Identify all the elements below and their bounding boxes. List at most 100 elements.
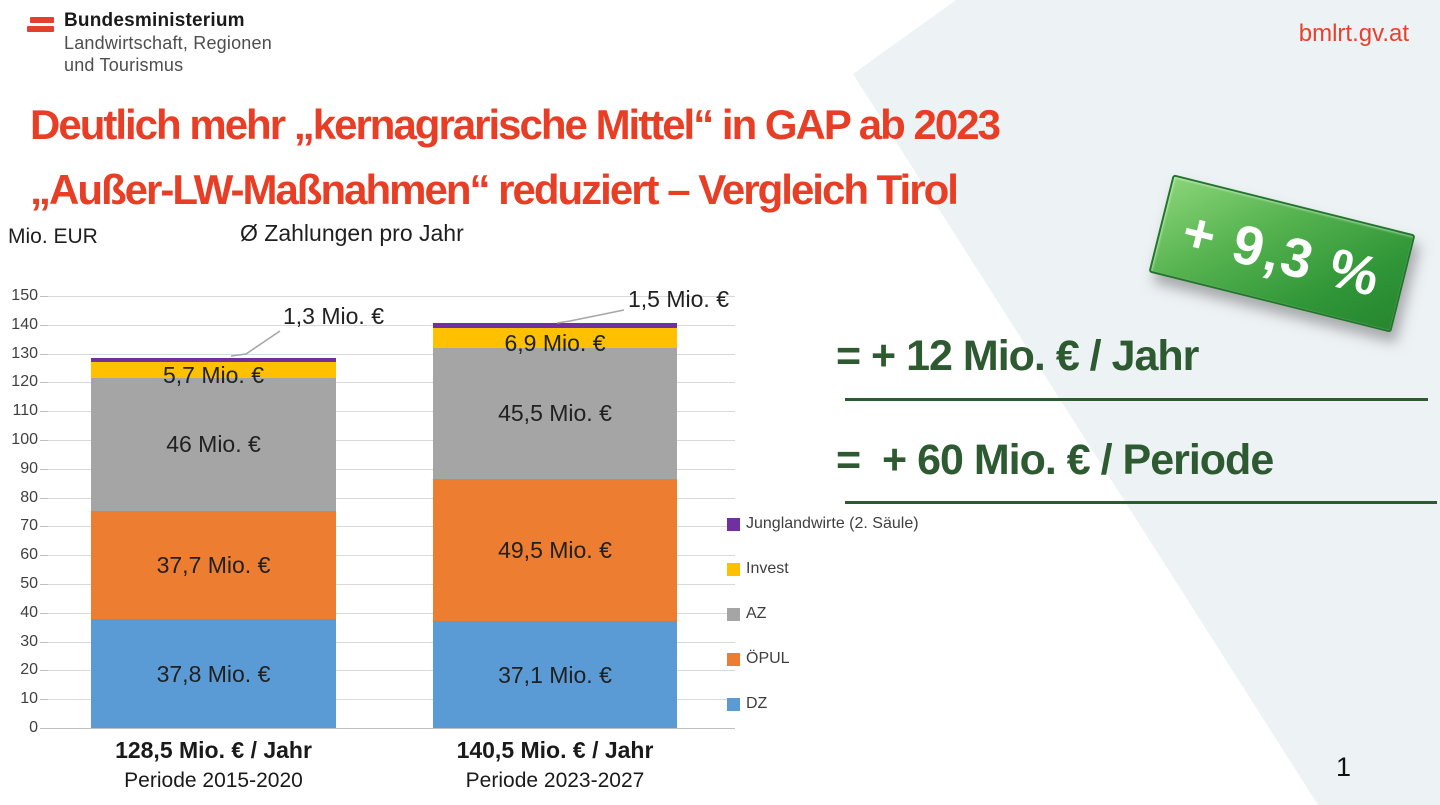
legend-item: DZ — [727, 695, 767, 713]
y-axis-label: 110 — [12, 402, 38, 420]
y-tick-mark — [40, 468, 48, 470]
y-tick-mark — [40, 382, 48, 384]
bar-segment-label: 49,5 Mio. € — [498, 536, 612, 563]
summary-line-1: = + 12 Mio. € / Jahr — [836, 332, 1199, 380]
page-number: 1 — [1336, 752, 1352, 782]
y-grid-line — [48, 296, 735, 297]
chart-unit-label: Mio. EUR — [8, 225, 98, 248]
y-grid-line — [48, 641, 735, 643]
x-axis-label: 128,5 Mio. € / Jahr Periode 2015-2020 — [44, 737, 384, 793]
legend-swatch — [727, 652, 740, 666]
title-line-2: „Außer-LW-Maßnahmen“ reduziert – Verglei… — [30, 166, 959, 213]
y-grid-line — [48, 526, 735, 528]
legend-label: AZ — [746, 605, 767, 622]
y-axis-label: 70 — [20, 517, 38, 535]
bar-segment-label: 5,7 Mio. € — [163, 361, 264, 388]
y-axis-label: 130 — [11, 344, 38, 362]
bar-segment-Invest — [433, 327, 677, 348]
y-tick-mark — [40, 353, 48, 355]
legend-item: Invest — [727, 560, 789, 578]
y-tick-mark — [40, 641, 48, 643]
y-tick-mark — [40, 584, 48, 585]
y-tick-mark — [40, 612, 48, 614]
callout-line — [556, 309, 625, 324]
y-tick-mark — [40, 440, 48, 441]
y-grid-line — [48, 728, 735, 729]
y-axis-label: 80 — [20, 488, 38, 506]
y-axis-label: 40 — [20, 603, 38, 621]
y-grid-line — [48, 440, 735, 441]
bar-segment-AZ — [433, 347, 677, 479]
austria-flag-icon — [27, 15, 54, 37]
bar-segment-ÖPUL — [91, 510, 336, 620]
y-axis-label: 0 — [29, 719, 38, 736]
y-axis-label: 20 — [20, 661, 38, 679]
y-grid-line — [48, 555, 735, 557]
y-tick-mark — [40, 670, 48, 672]
legend-swatch — [727, 607, 740, 621]
legend-label: Junglandwirte (2. Säule) — [746, 515, 919, 532]
callout-label: 1,5 Mio. € — [628, 286, 729, 312]
legend-swatch — [727, 562, 740, 576]
y-tick-mark — [40, 526, 48, 528]
slide-title: Deutlich mehr „kernagrarische Mittel“ in… — [30, 92, 1001, 222]
bar-segment-label: 37,8 Mio. € — [156, 660, 271, 687]
bar-segment-label: 46 Mio. € — [166, 431, 261, 458]
y-grid-line — [48, 411, 735, 413]
y-axis-label: 90 — [20, 459, 38, 477]
flag-bar-top — [30, 17, 54, 23]
bar-segment-ÖPUL — [433, 478, 677, 622]
title-line-1: Deutlich mehr „kernagrarische Mittel“ in… — [30, 101, 1001, 148]
y-grid-line — [48, 699, 735, 701]
bar-segment-label: 37,1 Mio. € — [498, 661, 612, 688]
y-tick-mark — [40, 411, 48, 413]
legend-label: ÖPUL — [746, 650, 790, 667]
y-grid-line — [48, 353, 735, 355]
callout-label: 1,3 Mio. € — [283, 303, 384, 329]
y-axis-label: 100 — [11, 431, 38, 448]
bar-segment-Junglandwirte (2. Säule) — [433, 323, 677, 328]
legend-swatch — [727, 517, 740, 531]
y-grid-line — [48, 584, 735, 585]
legend-item: AZ — [727, 605, 766, 623]
logo-ministry-name: Bundesministerium — [64, 10, 245, 31]
y-tick-mark — [40, 699, 48, 701]
bar-segment-DZ — [433, 621, 677, 728]
legend-label: Invest — [746, 560, 789, 577]
summary-underline-1 — [845, 398, 1428, 401]
x-axis-label-total: 128,5 Mio. € / Jahr — [115, 737, 312, 763]
flag-bar-bottom — [27, 26, 54, 32]
legend-item: ÖPUL — [727, 650, 790, 668]
x-axis-label-total: 140,5 Mio. € / Jahr — [456, 737, 654, 763]
bar-segment-DZ — [91, 619, 336, 728]
ministry-logo: Bundesministerium Landwirtschaft, Region… — [27, 10, 272, 76]
legend-label: DZ — [746, 695, 768, 712]
y-axis-label: 150 — [11, 287, 38, 304]
y-axis-label: 120 — [11, 373, 38, 391]
website-link[interactable]: bmlrt.gv.at — [1298, 20, 1409, 47]
y-grid-line — [48, 497, 735, 499]
y-axis-label: 10 — [20, 690, 38, 708]
logo-subtitle-1: Landwirtschaft, Regionen — [64, 33, 272, 53]
y-tick-mark — [40, 324, 48, 326]
bar-segment-label: 45,5 Mio. € — [498, 400, 612, 427]
bar-segment-Junglandwirte (2. Säule) — [91, 357, 336, 362]
bar-segment-label: 6,9 Mio. € — [504, 329, 606, 356]
summary-line-2: = + 60 Mio. € / Periode — [836, 436, 1274, 484]
legend-item: Junglandwirte (2. Säule) — [727, 515, 919, 533]
y-grid-line — [48, 612, 735, 614]
y-axis-label: 50 — [20, 575, 38, 592]
y-axis-label: 140 — [11, 315, 38, 333]
bar-segment-AZ — [91, 378, 336, 511]
logo-subtitle-2: und Tourismus — [64, 55, 184, 75]
ministry-logo-text: Bundesministerium Landwirtschaft, Region… — [64, 10, 272, 76]
x-axis-label-period: Periode 2023-2027 — [465, 769, 645, 792]
y-tick-mark — [40, 296, 48, 297]
bar-segment-Invest — [91, 361, 336, 379]
x-axis-label-period: Periode 2015-2020 — [124, 769, 303, 792]
y-tick-mark — [40, 497, 48, 499]
y-grid-line — [48, 324, 735, 326]
y-grid-line — [48, 468, 735, 470]
